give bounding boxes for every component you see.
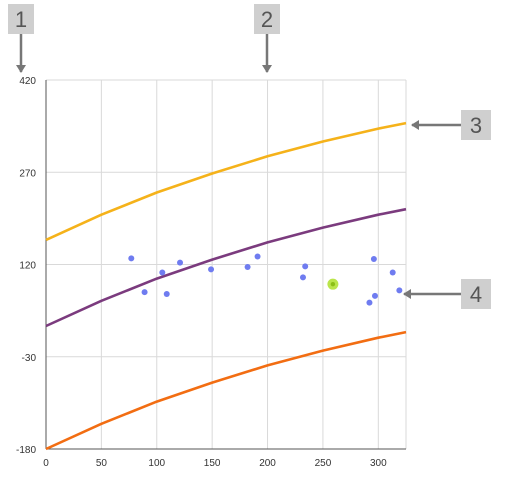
data-point <box>159 269 166 276</box>
y-tick-label: -30 <box>22 353 37 364</box>
y-tick-label: 270 <box>19 168 36 179</box>
callout-label: 4 <box>470 282 482 307</box>
callout-label: 2 <box>261 7 273 32</box>
series-lines <box>45 121 407 451</box>
axes: 0 50 100 150 200 250 300 420 270 120 -30 -180 <box>16 76 406 469</box>
data-point <box>177 259 184 266</box>
callouts: 1 2 3 4 <box>8 4 491 309</box>
data-point <box>244 263 251 270</box>
callout-box <box>461 110 491 140</box>
series-line-center <box>45 207 407 328</box>
series-line-upper <box>45 121 407 242</box>
y-tick-label: 420 <box>19 76 36 87</box>
highlighted-data-point-core <box>330 281 336 287</box>
data-point <box>141 289 148 296</box>
data-point <box>254 253 261 260</box>
callout-arrowhead <box>262 65 272 73</box>
data-point <box>299 274 306 281</box>
data-point <box>366 299 373 306</box>
data-point <box>389 269 396 276</box>
data-point <box>128 255 135 262</box>
callout-box <box>461 279 491 309</box>
series-line-lower <box>45 330 407 451</box>
callout-label: 1 <box>15 7 27 32</box>
data-point <box>208 266 215 273</box>
callout-box <box>254 4 280 34</box>
callout-box <box>8 4 34 34</box>
callout-arrowhead <box>16 65 26 73</box>
x-tick-label: 0 <box>43 458 49 469</box>
data-point <box>396 287 403 294</box>
callout-arrowhead <box>411 120 419 130</box>
x-tick-label: 250 <box>315 458 332 469</box>
data-points <box>128 253 403 306</box>
data-point <box>163 291 170 298</box>
callout-label: 3 <box>470 113 482 138</box>
x-tick-label: 100 <box>148 458 165 469</box>
y-tick-label: 120 <box>19 261 36 272</box>
x-tick-label: 150 <box>204 458 221 469</box>
x-tick-label: 300 <box>370 458 387 469</box>
x-tick-label: 200 <box>259 458 276 469</box>
data-point <box>302 263 309 270</box>
x-tick-label: 50 <box>96 458 108 469</box>
data-point <box>370 255 377 262</box>
callout-arrowhead <box>403 289 411 299</box>
y-tick-label: -180 <box>16 445 36 456</box>
data-point <box>371 292 378 299</box>
